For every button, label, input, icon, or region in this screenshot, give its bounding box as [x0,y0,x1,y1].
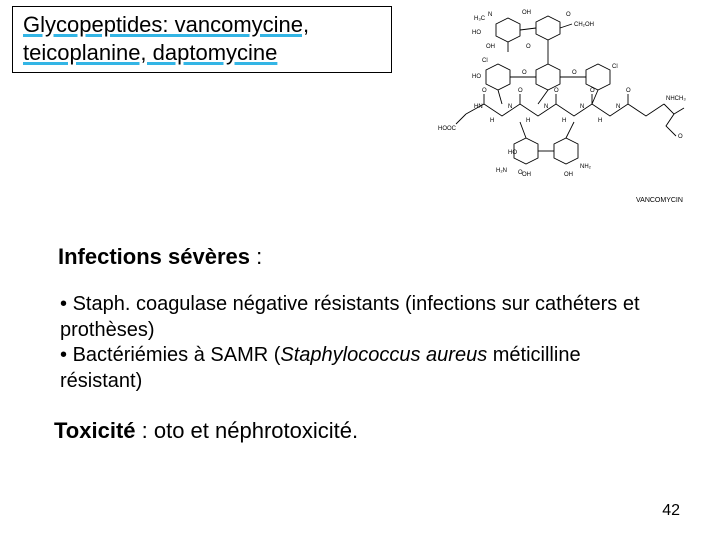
svg-text:NHCH₃: NHCH₃ [666,96,686,102]
svg-text:O: O [518,88,523,94]
svg-text:O: O [566,12,571,18]
toxicity-heading-bold: Toxicité [54,418,136,443]
infections-heading-bold: Infections sévères [58,244,250,269]
svg-text:O: O [626,88,631,94]
svg-text:O: O [554,88,559,94]
svg-text:N: N [508,104,512,110]
svg-text:OH: OH [486,44,495,50]
svg-text:HOOC: HOOC [438,126,457,132]
bullet-1-prefix: • [60,293,73,315]
svg-text:H: H [490,118,494,124]
svg-text:H: H [598,118,602,124]
bullet-1-text: Staph. coagulase négative résistants (in… [60,293,640,341]
svg-text:N: N [616,104,620,110]
svg-text:H: H [526,118,530,124]
infections-heading: Infections sévères : [58,244,262,270]
svg-text:N: N [544,104,548,110]
svg-text:H: H [562,118,566,124]
infections-bullets: • Staph. coagulase négative résistants (… [60,292,660,394]
svg-text:H₃C: H₃C [474,16,486,22]
bullet-2-before: Bactériémies à SAMR ( [73,344,281,366]
svg-text:O: O [678,134,683,140]
bullet-1: • Staph. coagulase négative résistants (… [60,292,660,343]
svg-text:OH: OH [522,172,531,178]
svg-text:HO: HO [472,74,481,80]
title-text: Glycopeptides: vancomycine, teicoplanine… [23,11,381,66]
svg-text:Cl: Cl [612,64,618,70]
svg-text:N: N [488,12,492,18]
bullet-2: • Bactériémies à SAMR (Staphylococcus au… [60,343,660,394]
svg-text:HN: HN [474,104,483,110]
svg-text:HO: HO [472,30,481,36]
svg-text:O: O [482,88,487,94]
svg-text:N: N [580,104,584,110]
svg-text:VANCOMYCIN: VANCOMYCIN [636,197,683,204]
bullet-2-prefix: • [60,344,73,366]
bullet-2-italic: Staphylococcus aureus [280,344,487,366]
svg-text:O: O [522,70,527,76]
svg-text:NH₂: NH₂ [580,164,592,170]
title-line1: Glycopeptides: vancomycine, [23,12,309,37]
infections-heading-rest: : [250,244,262,269]
svg-text:HO: HO [508,150,517,156]
svg-text:OH: OH [564,172,573,178]
toxicity-heading-rest: : oto et néphrotoxicité. [136,418,359,443]
title-box: Glycopeptides: vancomycine, teicoplanine… [12,6,392,73]
svg-text:O: O [526,44,531,50]
svg-text:O: O [572,70,577,76]
svg-text:Cl: Cl [482,58,488,64]
title-line2: teicoplanine, daptomycine [23,40,277,65]
svg-text:O: O [590,88,595,94]
svg-text:OH: OH [522,10,531,16]
toxicity-heading: Toxicité : oto et néphrotoxicité. [54,418,358,444]
page-number: 42 [662,502,680,520]
vancomycin-structure: H₃CN OHO CH₂OHO OHHO ClOO HOCl OOOOO HHH… [426,4,696,214]
svg-text:H₂N: H₂N [496,168,507,174]
svg-text:CH₂OH: CH₂OH [574,22,594,28]
